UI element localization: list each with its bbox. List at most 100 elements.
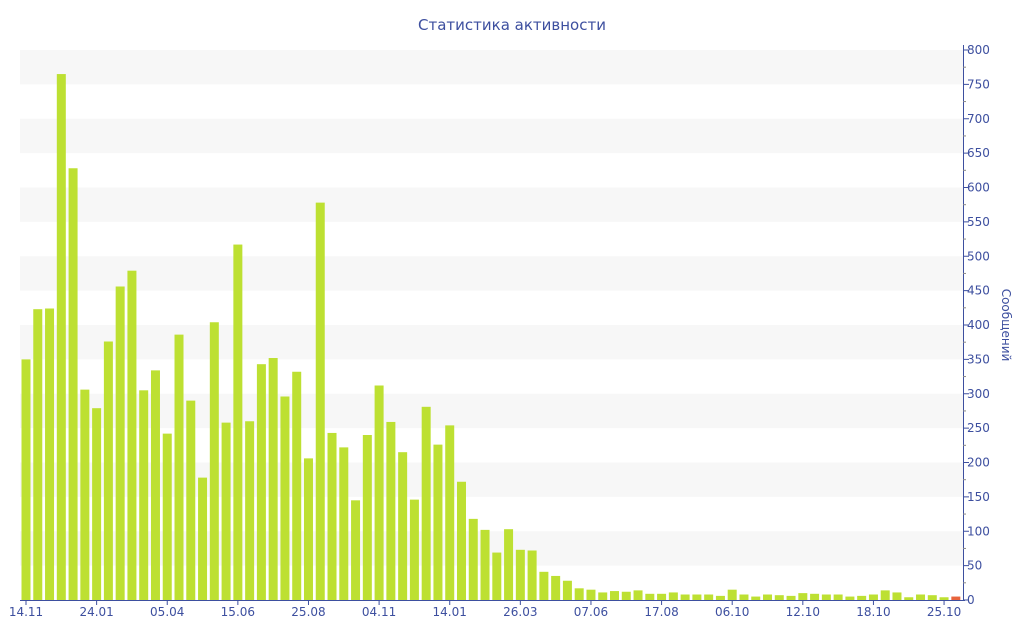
bar [115, 286, 125, 600]
y-tick-label: 250 [967, 421, 990, 435]
x-tick-label: 07.06 [574, 605, 608, 619]
bar [292, 371, 302, 600]
bar [857, 595, 867, 600]
y-tick-label: 100 [967, 524, 990, 538]
bar [610, 591, 619, 600]
bar [480, 529, 490, 600]
bar [774, 595, 784, 600]
bar [127, 270, 137, 600]
bar [880, 590, 890, 600]
bar [456, 481, 466, 600]
bar [162, 433, 172, 600]
x-tick-label: 05.04 [150, 605, 184, 619]
bar [574, 588, 584, 600]
bar [727, 589, 737, 600]
grid-band [20, 531, 963, 566]
bar [103, 341, 113, 600]
bar [268, 358, 278, 600]
y-tick-label: 0 [967, 593, 975, 607]
bar [586, 589, 596, 600]
bar [492, 552, 502, 600]
bar [315, 202, 325, 600]
bar [209, 322, 219, 600]
bar [303, 458, 313, 600]
bar [833, 594, 843, 600]
bar [245, 421, 255, 600]
bar [892, 592, 902, 600]
bar [539, 571, 549, 600]
x-tick-label: 25.08 [291, 605, 325, 619]
y-tick-label: 350 [967, 352, 990, 366]
x-tick-label: 15.06 [221, 605, 255, 619]
bar [433, 444, 443, 600]
bar [198, 477, 208, 600]
bar [527, 550, 537, 600]
bar [504, 529, 514, 600]
y-tick-label: 500 [967, 249, 990, 263]
x-tick-label: 25.10 [927, 605, 961, 619]
bar [786, 595, 796, 600]
y-tick-label: 700 [967, 112, 990, 126]
bar [445, 425, 455, 600]
y-tick-label: 50 [967, 559, 982, 573]
bar [515, 549, 525, 600]
bar [233, 244, 243, 600]
bar [386, 421, 396, 600]
y-tick-label: 150 [967, 490, 990, 504]
x-tick-label: 06.10 [715, 605, 749, 619]
bar [256, 364, 266, 600]
bar [916, 594, 926, 600]
bar [409, 499, 419, 600]
bar [56, 74, 66, 600]
bar [704, 594, 714, 600]
bar [927, 595, 937, 600]
x-tick-label: 26.03 [503, 605, 537, 619]
bar [45, 308, 55, 600]
bar [751, 596, 761, 600]
bar [362, 435, 372, 600]
bar [174, 334, 184, 600]
bar [904, 597, 914, 600]
bar [692, 594, 702, 600]
bar [351, 500, 361, 600]
bar [951, 596, 961, 600]
y-tick-label: 200 [967, 456, 990, 470]
bar [374, 385, 384, 600]
bar [821, 594, 831, 600]
x-tick-label: 14.11 [9, 605, 43, 619]
y-tick-label: 450 [967, 284, 990, 298]
grid-band [20, 462, 963, 497]
y-tick-label: 750 [967, 77, 990, 91]
grid-band [20, 50, 963, 85]
x-tick-label: 17.08 [644, 605, 678, 619]
bar [715, 595, 725, 600]
bar [562, 580, 572, 600]
bar [139, 390, 149, 600]
y-tick-label: 650 [967, 146, 990, 160]
chart-title: Статистика активности [418, 16, 606, 34]
x-tick-label: 14.01 [433, 605, 467, 619]
grid-band [20, 256, 963, 291]
grid-band [20, 118, 963, 154]
x-tick-label: 24.01 [79, 605, 113, 619]
grid-band [20, 187, 963, 222]
x-tick-label: 04.11 [362, 605, 396, 619]
y-tick-label: 550 [967, 215, 990, 229]
x-tick-label: 18.10 [856, 605, 890, 619]
bar [657, 593, 667, 600]
bar [33, 309, 43, 600]
bar [421, 406, 431, 600]
x-tick-label: 12.10 [786, 605, 820, 619]
bar [810, 593, 820, 600]
bar [598, 592, 608, 600]
y-tick-label: 600 [967, 181, 990, 195]
bar [339, 447, 349, 600]
bar [621, 591, 631, 600]
grid-band [20, 393, 963, 429]
bar [939, 597, 949, 600]
bar [633, 590, 643, 600]
bar [150, 370, 160, 600]
bar [92, 408, 102, 600]
bar [21, 359, 31, 600]
